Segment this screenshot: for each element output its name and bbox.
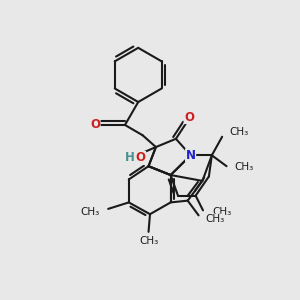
Text: O: O <box>90 118 100 131</box>
Text: H: H <box>124 152 134 164</box>
Text: CH₃: CH₃ <box>234 162 253 172</box>
Text: CH₃: CH₃ <box>81 207 100 217</box>
Text: CH₃: CH₃ <box>212 207 232 218</box>
Text: O: O <box>136 152 146 164</box>
Text: CH₃: CH₃ <box>206 214 225 224</box>
Text: CH₃: CH₃ <box>139 236 158 246</box>
Text: O: O <box>184 110 194 124</box>
Text: N: N <box>186 149 196 162</box>
Text: CH₃: CH₃ <box>230 127 249 137</box>
